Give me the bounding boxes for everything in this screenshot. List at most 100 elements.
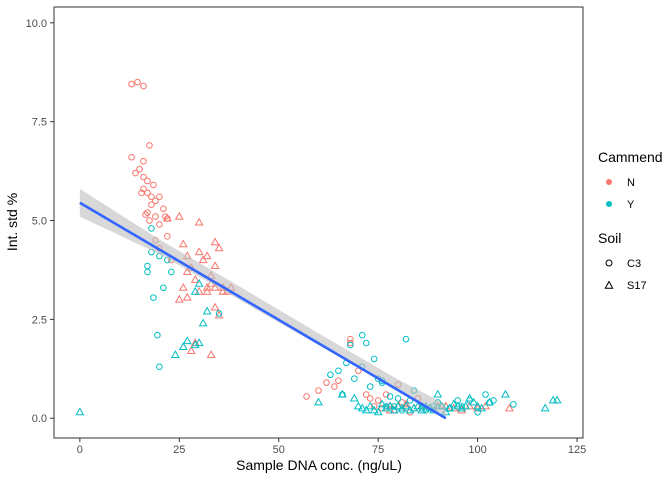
data-point	[75, 407, 85, 416]
y-tick-label: 0.0	[32, 413, 47, 425]
data-point	[369, 405, 379, 414]
data-point	[482, 391, 489, 398]
data-point	[140, 82, 147, 90]
data-point	[347, 341, 354, 349]
data-point	[473, 401, 483, 410]
confidence-band	[79, 188, 446, 419]
data-point	[202, 251, 212, 260]
data-point	[350, 375, 358, 382]
legend-item-s17: S17	[604, 280, 647, 292]
x-tick-label: 0	[77, 444, 83, 456]
data-point	[353, 401, 363, 410]
data-point	[366, 383, 374, 390]
data-point	[152, 213, 159, 220]
legend-key-y	[606, 201, 612, 207]
data-point	[210, 282, 220, 291]
legend-title-soil: Soil	[598, 230, 621, 246]
data-point	[382, 391, 390, 398]
data-point	[140, 173, 147, 181]
data-point	[374, 397, 382, 404]
data-point	[150, 294, 157, 301]
y-axis: 0.0 2.5 5.0 7.5 10.0	[26, 18, 54, 425]
data-point	[477, 403, 487, 412]
legend-key-s17-triangle	[604, 280, 614, 289]
y-tick-label: 2.5	[32, 314, 47, 326]
data-point	[358, 331, 366, 339]
data-point	[190, 340, 200, 349]
data-point	[215, 310, 223, 317]
data-point	[457, 403, 467, 412]
data-point	[210, 237, 220, 246]
legend-label-y: Y	[627, 199, 635, 211]
data-point	[194, 278, 204, 287]
y-tick-label: 7.5	[32, 117, 47, 129]
data-point	[186, 346, 196, 355]
data-point	[156, 193, 163, 201]
x-tick-label: 100	[468, 444, 486, 456]
data-point	[401, 399, 411, 408]
data-point	[366, 395, 374, 402]
data-point	[474, 408, 481, 416]
legend-item-y: Y	[606, 199, 635, 211]
data-point	[485, 397, 494, 406]
data-point	[331, 383, 338, 390]
data-point	[194, 247, 204, 256]
data-point	[362, 391, 370, 398]
data-point	[394, 395, 402, 402]
data-point	[362, 339, 370, 347]
legend-key-c3-circle	[605, 259, 613, 267]
data-point	[323, 379, 330, 386]
data-point	[457, 405, 467, 414]
data-point	[182, 336, 192, 345]
data-point	[128, 80, 135, 88]
panel-border	[53, 6, 584, 439]
data-point	[144, 209, 151, 216]
data-point	[202, 286, 212, 295]
legend-item-n: N	[606, 177, 635, 189]
legend: Cammend N Y Soil C3 S17	[598, 149, 663, 292]
x-tick-label: 75	[372, 444, 384, 456]
data-point	[335, 367, 342, 375]
data-point	[152, 197, 159, 205]
data-point	[144, 268, 151, 276]
data-point	[140, 157, 147, 165]
data-point	[445, 403, 455, 412]
data-point	[349, 393, 359, 402]
data-point	[315, 387, 322, 394]
data-point	[132, 169, 139, 177]
data-point	[128, 153, 135, 161]
x-tick-label: 50	[273, 444, 285, 456]
data-point	[214, 243, 224, 252]
regression-line	[79, 201, 447, 420]
data-point	[504, 403, 514, 412]
data-point	[148, 193, 155, 201]
data-point	[214, 310, 224, 319]
series-y-c3	[144, 225, 517, 416]
data-point	[170, 350, 180, 358]
data-point	[198, 255, 208, 264]
x-tick-label: 125	[568, 444, 586, 456]
data-point	[146, 142, 153, 149]
data-point	[198, 318, 208, 327]
data-point	[202, 306, 212, 315]
data-point	[314, 397, 323, 406]
data-point	[413, 401, 423, 410]
data-point	[397, 403, 407, 412]
data-point	[402, 335, 410, 343]
data-point	[409, 403, 419, 412]
data-point	[182, 267, 192, 275]
data-point	[168, 268, 175, 276]
data-point	[134, 78, 141, 86]
data-point	[327, 371, 334, 379]
data-point	[361, 405, 371, 414]
data-point	[174, 294, 184, 303]
data-point	[136, 165, 143, 173]
data-point	[373, 407, 383, 416]
data-point	[154, 331, 161, 339]
legend-label-c3: C3	[627, 258, 641, 270]
data-point	[389, 405, 399, 414]
data-point	[552, 395, 562, 404]
data-point	[164, 233, 171, 240]
y-axis-title: Int. std %	[4, 193, 20, 251]
data-point	[357, 403, 367, 412]
